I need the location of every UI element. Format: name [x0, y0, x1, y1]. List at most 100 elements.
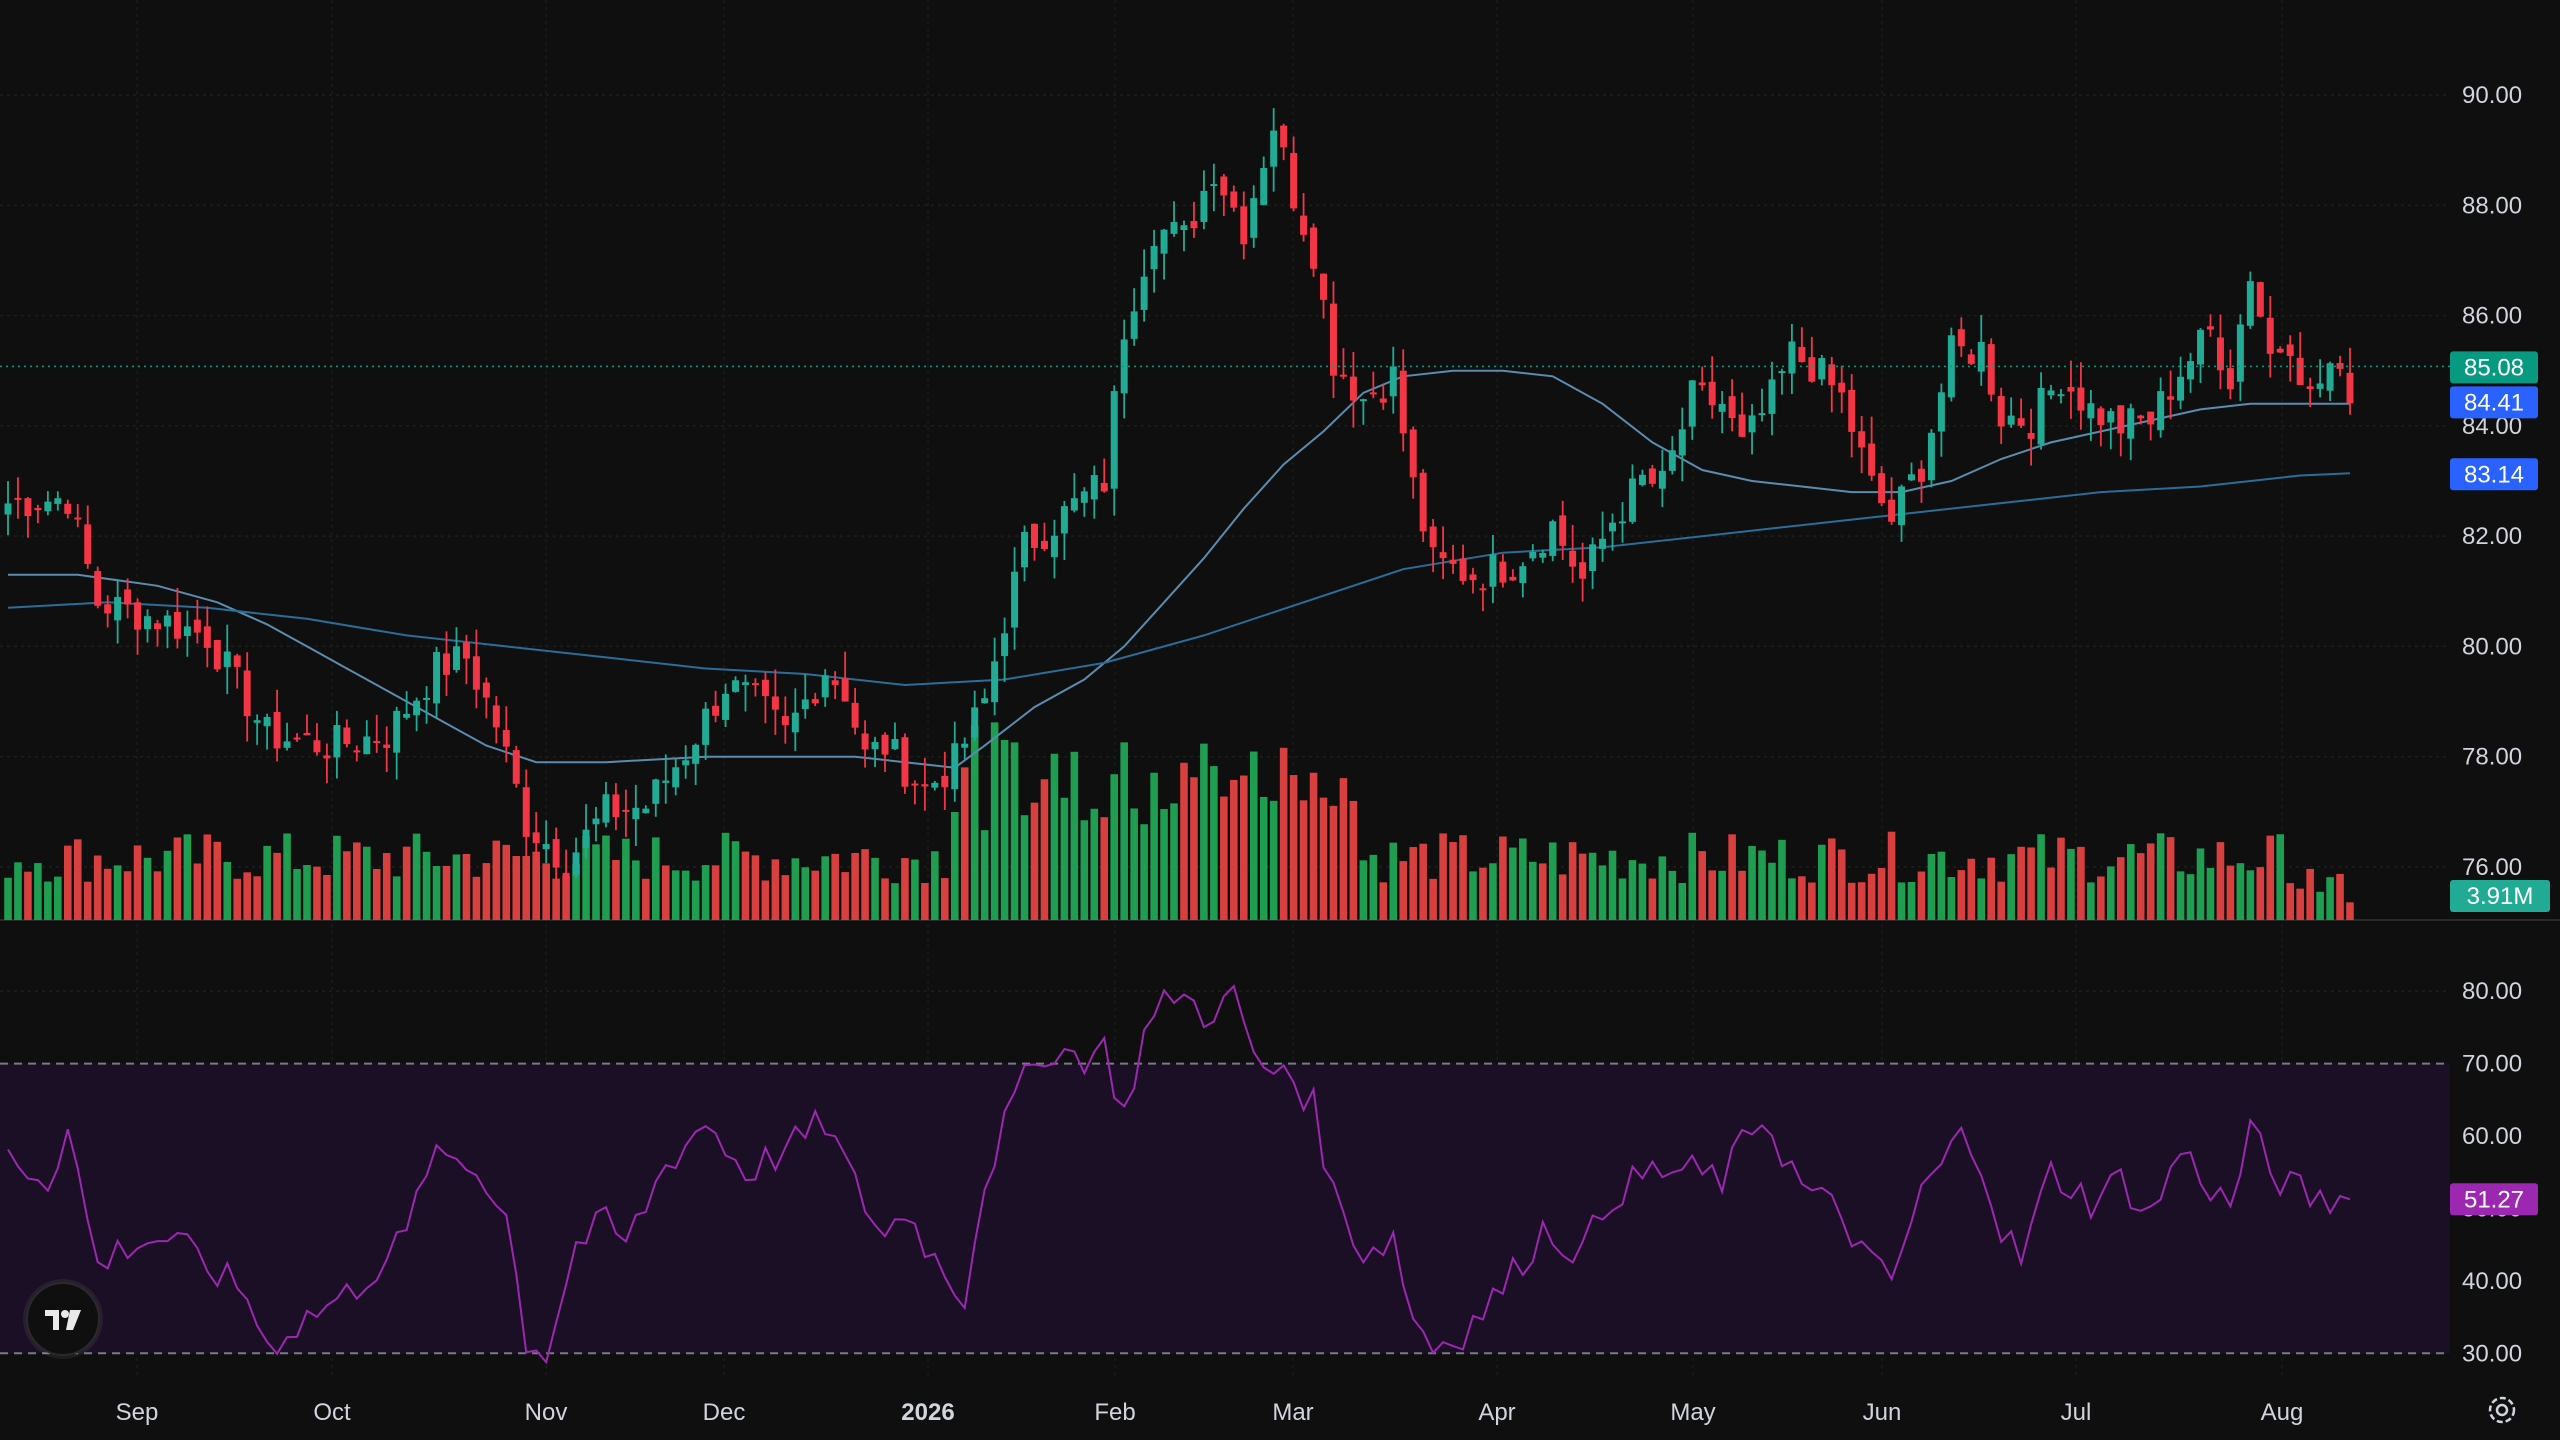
volume-bar — [83, 881, 92, 920]
candle-body — [1190, 221, 1198, 229]
volume-bar — [1329, 805, 1338, 920]
volume-bar — [1568, 842, 1577, 920]
volume-bar — [2027, 847, 2035, 920]
candle-body — [1519, 566, 1527, 584]
volume-bar — [1060, 797, 1069, 920]
volume-bar — [392, 876, 401, 920]
candle-body — [871, 741, 879, 750]
volume-bar — [1309, 772, 1318, 920]
volume-bar — [1927, 854, 1936, 920]
volume-bar — [203, 834, 212, 920]
candle-body — [1878, 473, 1886, 503]
candle-body — [1001, 633, 1009, 657]
candle-body — [1678, 429, 1686, 456]
volume-bar — [801, 867, 810, 920]
volume-bar — [1150, 772, 1158, 920]
volume-bar — [522, 856, 531, 920]
rsi-tick-label: 60.00 — [2462, 1123, 2522, 1150]
volume-bar — [1788, 878, 1796, 920]
candle-body — [243, 670, 251, 717]
volume-bar — [253, 876, 261, 920]
volume-bar — [990, 722, 999, 920]
rsi-tick-label: 30.00 — [2462, 1340, 2522, 1367]
candle-body — [1080, 491, 1088, 503]
volume-bar — [2276, 834, 2285, 920]
volume-bar — [1668, 870, 1677, 920]
x-axis-label: Oct — [313, 1399, 351, 1426]
candle-body — [2077, 387, 2085, 411]
candle-body — [2316, 383, 2324, 389]
volume-bar — [941, 878, 949, 920]
volume-bar — [1040, 779, 1049, 920]
candle-body — [1349, 376, 1357, 401]
x-axis-label: Dec — [703, 1399, 746, 1426]
volume-bar — [881, 878, 889, 920]
volume-bar — [1449, 842, 1457, 920]
candle-body — [383, 744, 391, 748]
volume-bar — [412, 833, 421, 920]
volume-bar — [73, 839, 82, 920]
volume-bar — [1299, 800, 1308, 920]
candle-body — [223, 651, 231, 668]
candle-body — [2346, 372, 2354, 404]
volume-bar — [1877, 868, 1886, 920]
volume-bar — [2067, 848, 2075, 920]
candle-body — [622, 809, 630, 812]
tradingview-logo-icon[interactable] — [26, 1282, 100, 1356]
candle-body — [1419, 472, 1427, 532]
candle-body — [2087, 403, 2095, 419]
volume-bar — [34, 863, 42, 920]
candle-body — [1838, 382, 1846, 393]
volume-bar — [1070, 751, 1079, 920]
candle-body — [472, 656, 480, 690]
volume-bar — [1459, 835, 1467, 920]
candle-body — [1748, 415, 1756, 433]
candle-body — [1828, 364, 1836, 386]
volume-bar — [1359, 860, 1368, 920]
volume-bar — [1230, 779, 1238, 920]
candle-body — [702, 708, 710, 745]
volume-bar — [861, 849, 869, 920]
candle-body — [1937, 392, 1945, 432]
volume-bar — [2346, 902, 2354, 920]
candle-body — [2157, 391, 2165, 431]
candle-body — [84, 524, 92, 564]
volume-bar — [1399, 861, 1408, 920]
candle-body — [1320, 273, 1327, 300]
candle-body — [1499, 561, 1507, 583]
volume-bar — [1957, 870, 1966, 920]
volume-bar — [2017, 846, 2025, 920]
volume-bar — [1220, 796, 1228, 920]
volume-bar — [1369, 854, 1378, 920]
volume-bar — [681, 870, 690, 920]
volume-bar — [691, 880, 700, 920]
volume-bar — [1259, 796, 1268, 920]
candle-body — [1798, 346, 1806, 363]
x-axis-label: Apr — [1478, 1399, 1515, 1426]
settings-gear-icon[interactable] — [2485, 1393, 2519, 1427]
volume-bar — [1538, 863, 1547, 920]
volume-bar — [133, 845, 142, 920]
candle-body — [1529, 551, 1537, 559]
volume-bar — [193, 863, 202, 920]
candle-body — [1927, 432, 1935, 481]
volume-bar — [592, 844, 600, 920]
rsi-tick-label: 80.00 — [2462, 978, 2522, 1005]
candle-body — [163, 615, 171, 627]
candle-body — [183, 626, 191, 637]
candle-body — [1100, 482, 1108, 492]
volume-bar — [2097, 876, 2105, 920]
candle-body — [1768, 379, 1776, 414]
volume-bar — [1509, 847, 1517, 920]
candle-body — [263, 717, 271, 727]
candle-body — [642, 808, 650, 814]
volume-bar — [2246, 870, 2255, 920]
candle-body — [1170, 222, 1178, 234]
candle-body — [921, 784, 929, 787]
price-badge-label: 83.14 — [2464, 461, 2524, 488]
candle-body — [2236, 324, 2244, 382]
candle-body — [1848, 389, 1856, 432]
price-tick-label: 78.00 — [2462, 744, 2522, 771]
volume-bar — [931, 851, 939, 920]
